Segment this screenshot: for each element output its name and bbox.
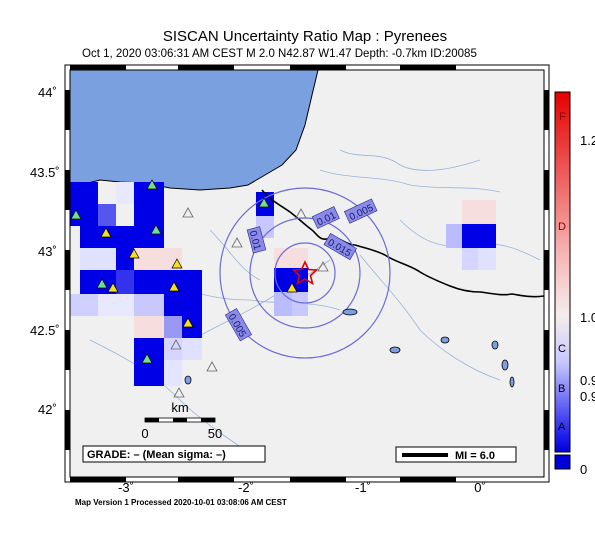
scale-bar: km 0 50: [141, 400, 222, 441]
epicenter-star: [291, 260, 319, 286]
map-title: SISCAN Uncertainty Ratio Map : Pyrenees: [162, 28, 448, 45]
map-body: 0.005 0.01 0.015 0.01 0.005: [70, 70, 544, 477]
sea-area: [70, 70, 319, 191]
contour-label-4: 0.01: [247, 230, 263, 252]
stations-unused: [170, 207, 329, 398]
grade-B: B: [558, 383, 565, 395]
lon-axis-labels: -3˚ -2˚ -1˚ 0˚: [118, 480, 486, 495]
lat-axis-labels: 44˚ 43.5˚ 43˚ 42.5˚ 42˚: [30, 85, 60, 417]
lat-label-44: 44˚: [38, 85, 57, 100]
cb-value-0: 0: [580, 462, 587, 477]
cb-value-1-2: 1.2: [580, 133, 595, 148]
scale-left: 0: [141, 426, 148, 441]
lon-label-minus2: -2˚: [238, 480, 254, 495]
lon-label-0: 0˚: [474, 480, 486, 495]
lakes: [184, 308, 515, 388]
lon-label-minus1: -1˚: [355, 480, 371, 495]
cb-value-0-9a: 0.9: [580, 373, 595, 388]
stations-yellow: [100, 227, 298, 328]
grade-A: A: [558, 421, 566, 433]
lat-label-42-5: 42.5˚: [30, 323, 60, 338]
map-frame: [64, 64, 550, 483]
map-footer: Map Version 1 Processed 2020-10-01 03:08…: [75, 498, 287, 507]
grade-box: GRADE: – (Mean sigma: –): [82, 445, 266, 463]
border-line: [261, 189, 544, 298]
event-subtitle: Oct 1, 2020 03:06:31 AM CEST M 2.0 N42.8…: [82, 48, 477, 60]
cb-value-0-9b: 0.9: [580, 389, 595, 404]
mi-box: MI = 6.0: [395, 446, 517, 463]
grade-text: GRADE: – (Mean sigma: –): [87, 449, 226, 461]
mi-text: MI = 6.0: [455, 450, 495, 462]
colorbar: F D C B A 1.2 1.0 0.9 0.9 0: [554, 91, 595, 477]
scale-unit: km: [171, 400, 188, 415]
stations-used: [70, 179, 270, 364]
grade-D: D: [558, 221, 566, 233]
lon-label-minus3: -3˚: [118, 480, 134, 495]
lat-label-43: 43˚: [38, 244, 57, 259]
cb-value-1-0: 1.0: [580, 310, 595, 325]
grade-C: C: [558, 343, 566, 355]
lat-label-43-5: 43.5˚: [30, 165, 60, 180]
lat-label-42: 42˚: [38, 402, 57, 417]
grade-F: F: [559, 111, 566, 123]
scale-right: 50: [208, 426, 222, 441]
